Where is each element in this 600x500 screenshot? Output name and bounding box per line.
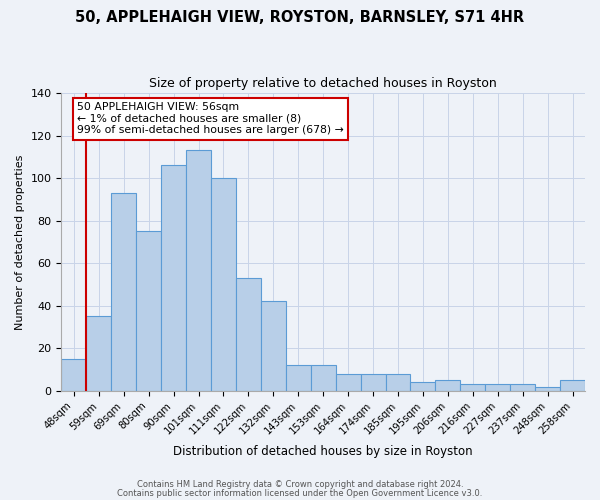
Bar	[485, 384, 510, 391]
Bar	[61, 359, 86, 391]
Y-axis label: Number of detached properties: Number of detached properties	[15, 154, 25, 330]
Text: Contains HM Land Registry data © Crown copyright and database right 2024.: Contains HM Land Registry data © Crown c…	[137, 480, 463, 489]
Bar	[261, 302, 286, 391]
Bar	[335, 374, 361, 391]
Bar	[361, 374, 386, 391]
Bar	[311, 366, 335, 391]
Bar	[136, 232, 161, 391]
Bar	[211, 178, 236, 391]
Title: Size of property relative to detached houses in Royston: Size of property relative to detached ho…	[149, 78, 497, 90]
Bar	[236, 278, 261, 391]
Bar	[186, 150, 211, 391]
Bar	[286, 366, 311, 391]
Bar	[161, 166, 186, 391]
Bar	[560, 380, 585, 391]
Bar	[510, 384, 535, 391]
Bar	[460, 384, 485, 391]
Bar	[386, 374, 410, 391]
Bar	[86, 316, 111, 391]
Bar	[436, 380, 460, 391]
Bar	[410, 382, 436, 391]
X-axis label: Distribution of detached houses by size in Royston: Distribution of detached houses by size …	[173, 444, 473, 458]
Text: Contains public sector information licensed under the Open Government Licence v3: Contains public sector information licen…	[118, 488, 482, 498]
Bar	[111, 193, 136, 391]
Text: 50, APPLEHAIGH VIEW, ROYSTON, BARNSLEY, S71 4HR: 50, APPLEHAIGH VIEW, ROYSTON, BARNSLEY, …	[76, 10, 524, 25]
Text: 50 APPLEHAIGH VIEW: 56sqm
← 1% of detached houses are smaller (8)
99% of semi-de: 50 APPLEHAIGH VIEW: 56sqm ← 1% of detach…	[77, 102, 344, 135]
Bar	[535, 386, 560, 391]
